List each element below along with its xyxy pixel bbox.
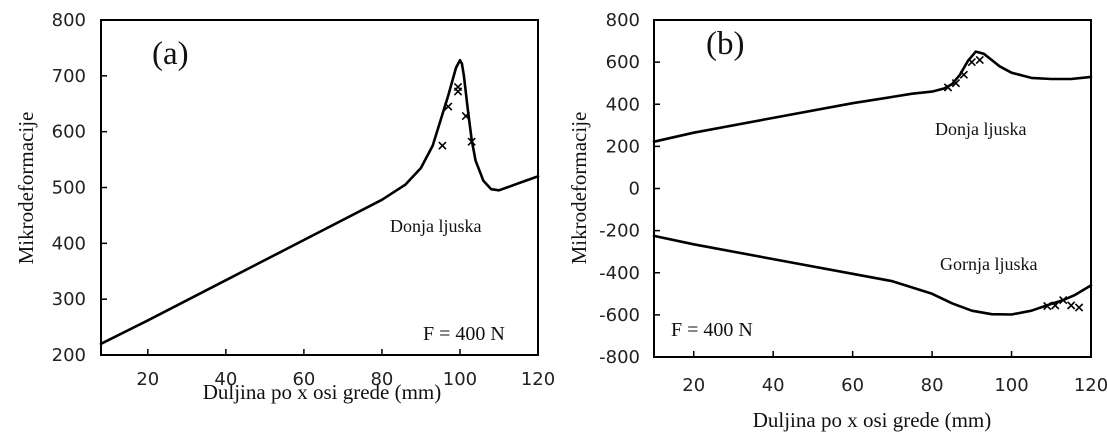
panel-b-ytick-label: -200 bbox=[599, 221, 640, 242]
panel-b-ytick-label: -800 bbox=[599, 347, 640, 368]
panel-a-data-marker bbox=[453, 82, 463, 92]
panel-b-data-marker bbox=[1059, 295, 1068, 305]
panel-b-annotation-donja: Donja ljuska bbox=[935, 119, 1027, 139]
panel-b-annotation-gornja: Gornja ljuska bbox=[940, 254, 1037, 274]
panel-b-xlabel: Duljina po x osi grede (mm) bbox=[753, 408, 992, 432]
panel-b-data-marker bbox=[975, 55, 984, 65]
panel-a-ylabel: Mikrodeformacije bbox=[14, 112, 38, 265]
panel-b-data-marker bbox=[1051, 301, 1060, 310]
panel-b-series-line-0 bbox=[652, 50, 1093, 143]
panel-a-ytick-label: 300 bbox=[52, 289, 86, 310]
panel-b-xtick-label: 120 bbox=[1074, 375, 1107, 396]
panel-a-ytick-label: 200 bbox=[52, 345, 86, 366]
panel-a-xtick-label: 120 bbox=[521, 369, 555, 390]
panel-b-ytick-label: 0 bbox=[629, 179, 640, 200]
panel-a: (a) Duljina po x osi grede (mm) Mikrodef… bbox=[14, 10, 555, 404]
panel-a-ytick-label: 500 bbox=[52, 178, 86, 199]
panel-b-ytick-label: -600 bbox=[599, 305, 640, 326]
panel-a-xtick-label: 20 bbox=[136, 369, 159, 390]
panel-b-data-marker bbox=[943, 83, 953, 92]
panel-b-ytick-label: -400 bbox=[599, 263, 640, 284]
panel-a-ytick-label: 700 bbox=[52, 66, 86, 87]
panel-b-label: (b) bbox=[706, 26, 744, 62]
panel-b-annotation-force: F = 400 N bbox=[671, 319, 753, 341]
panel-a-ytick-label: 800 bbox=[52, 10, 86, 31]
panel-b-data-marker bbox=[1074, 303, 1084, 312]
panel-b-data-marker bbox=[967, 57, 976, 67]
panel-b: (b) Duljina po x osi grede (mm) Mikrodef… bbox=[567, 10, 1107, 432]
panel-a-xtick-label: 80 bbox=[370, 369, 393, 390]
panel-b-ytick-label: 200 bbox=[606, 136, 640, 157]
panel-a-data-marker bbox=[467, 137, 476, 146]
panel-b-xtick-label: 20 bbox=[682, 375, 705, 396]
panel-b-xtick-label: 60 bbox=[841, 375, 864, 396]
panel-a-series-line-0 bbox=[99, 58, 540, 346]
panel-b-ytick-label: 600 bbox=[606, 52, 640, 73]
panel-b-xtick-label: 40 bbox=[762, 375, 785, 396]
panel-a-xtick-label: 60 bbox=[292, 369, 315, 390]
panel-a-xtick-label: 100 bbox=[443, 369, 477, 390]
panel-b-ytick-label: 800 bbox=[606, 10, 640, 31]
panel-b-data-marker bbox=[1043, 301, 1052, 311]
panel-a-ytick-label: 600 bbox=[52, 122, 86, 143]
panel-b-data-marker bbox=[951, 79, 961, 88]
panel-b-data-marker bbox=[959, 70, 969, 79]
panel-b-xtick-label: 100 bbox=[994, 375, 1028, 396]
panel-a-ytick-label: 400 bbox=[52, 233, 86, 254]
panel-a-xtick-label: 40 bbox=[214, 369, 237, 390]
panel-b-xtick-label: 80 bbox=[921, 375, 944, 396]
panel-a-annotation-force: F = 400 N bbox=[423, 323, 505, 345]
panel-b-series-line-2 bbox=[652, 234, 1093, 316]
panel-a-data-marker bbox=[461, 111, 470, 121]
panel-a-data-marker bbox=[444, 102, 453, 111]
panel-b-frame bbox=[653, 19, 1092, 358]
panel-b-data-marker bbox=[1066, 301, 1076, 310]
panel-a-xlabel: Duljina po x osi grede (mm) bbox=[203, 380, 442, 404]
panel-a-label: (a) bbox=[152, 36, 189, 72]
panel-b-ytick-label: 400 bbox=[606, 94, 640, 115]
panel-a-data-marker bbox=[438, 141, 447, 150]
panel-a-annotation-donja: Donja ljuska bbox=[390, 216, 482, 236]
panel-b-ylabel: Mikrodeformacije bbox=[567, 112, 591, 265]
